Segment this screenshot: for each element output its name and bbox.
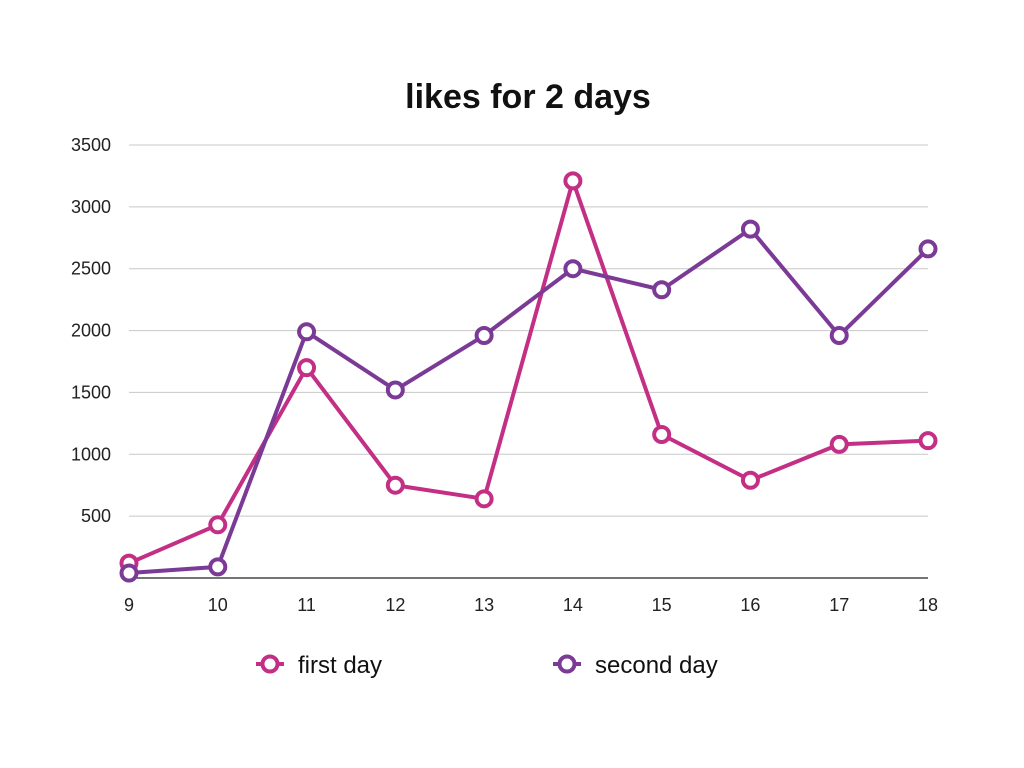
data-point: [652, 424, 672, 444]
data-point: [297, 358, 317, 378]
data-point: [119, 563, 139, 583]
legend-item: first day: [256, 652, 382, 679]
x-tick-label: 14: [563, 595, 583, 615]
x-tick-label: 9: [124, 595, 134, 615]
y-tick-label: 1500: [71, 382, 111, 402]
y-tick-label: 2000: [71, 321, 111, 341]
x-tick-label: 17: [829, 595, 849, 615]
data-point: [385, 475, 405, 495]
data-point: [297, 322, 317, 342]
data-point: [652, 280, 672, 300]
y-tick-label: 3000: [71, 197, 111, 217]
data-point: [208, 515, 228, 535]
data-point: [385, 380, 405, 400]
data-point: [918, 431, 938, 451]
legend-marker-swatch: [260, 654, 280, 674]
y-tick-label: 2500: [71, 259, 111, 279]
legend-item: second day: [553, 652, 718, 679]
data-point: [474, 489, 494, 509]
data-point: [829, 434, 849, 454]
x-tick-label: 12: [385, 595, 405, 615]
x-tick-label: 13: [474, 595, 494, 615]
legend-marker-swatch: [557, 654, 577, 674]
series-0: [119, 171, 938, 573]
series-1: [119, 219, 938, 583]
axes: 500 1000 1500 2000 2500 3000 3500 9 10 11 12 13 14 15…: [71, 135, 938, 615]
data-point: [918, 239, 938, 259]
legend: first day second day: [256, 652, 718, 679]
data-point: [740, 470, 760, 490]
x-tick-label: 11: [297, 595, 316, 615]
x-tick-label: 16: [740, 595, 760, 615]
chart-title: likes for 2 days: [405, 78, 651, 116]
y-tick-label: 1000: [71, 444, 111, 464]
y-tick-label: 500: [81, 506, 111, 526]
x-tick-label: 15: [652, 595, 672, 615]
y-tick-label: 3500: [71, 135, 111, 155]
legend-label: second day: [595, 652, 718, 679]
data-point: [740, 219, 760, 239]
legend-label: first day: [298, 652, 382, 679]
data-point: [208, 557, 228, 577]
data-point: [563, 171, 583, 191]
series-line: [127, 227, 930, 576]
data-point: [829, 326, 849, 346]
x-tick-label: 18: [918, 595, 938, 615]
data-point: [563, 259, 583, 279]
gridlines: [129, 144, 928, 517]
x-tick-label: 10: [208, 595, 228, 615]
series-line: [127, 178, 930, 566]
series-layer: [119, 171, 938, 583]
data-point: [474, 326, 494, 346]
